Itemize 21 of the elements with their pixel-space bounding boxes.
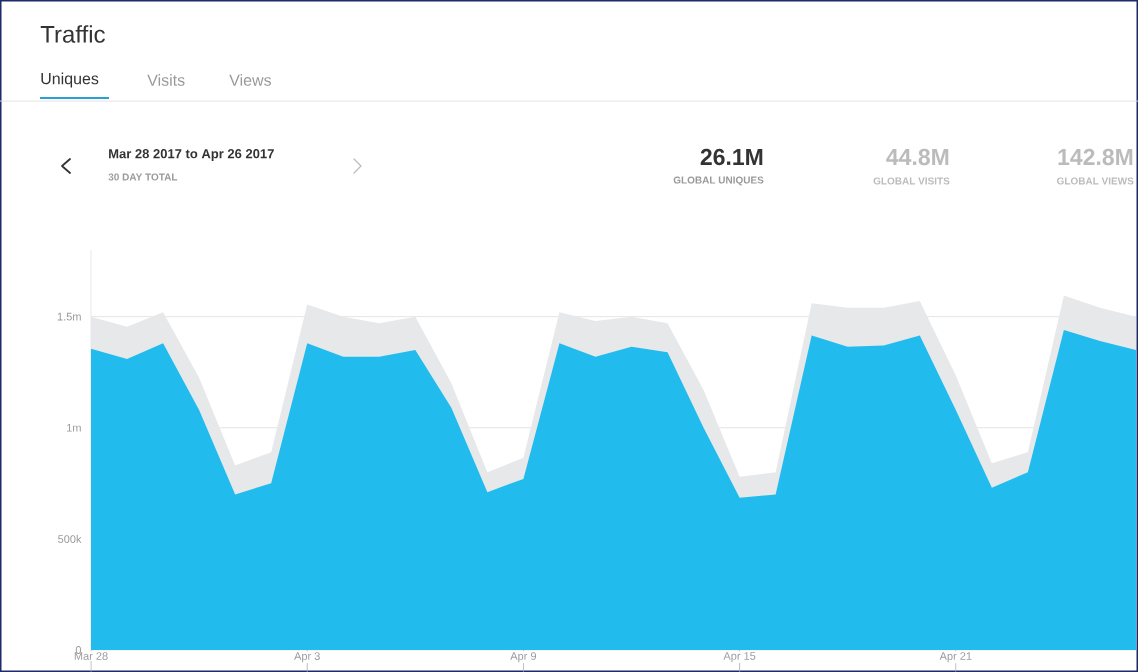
chart-subtitle: Mar 28 2017 to Apr 26 2017 bbox=[109, 149, 274, 161]
text: 30 DAY TOTAL bbox=[108, 173, 178, 181]
text: 142.8M bbox=[1058, 148, 1133, 166]
x-tick-label: Apr 21 bbox=[939, 652, 972, 663]
text: GLOBAL VISITS bbox=[873, 177, 950, 185]
x-tick-label: Apr 3 bbox=[294, 652, 320, 663]
text: GLOBAL VIEWS bbox=[1056, 177, 1134, 185]
x-tick-label: Apr 15 bbox=[723, 652, 756, 663]
text: 26.1M bbox=[700, 148, 763, 166]
y-tick-label: 0 bbox=[75, 646, 82, 654]
text: GLOBAL UNIQUES bbox=[673, 176, 764, 186]
y-tick-label: 1m bbox=[67, 423, 81, 432]
text: 44.8M bbox=[886, 148, 949, 166]
x-tick-label: Mar 28 bbox=[74, 652, 108, 660]
text: Views bbox=[229, 74, 272, 86]
text: Uniques bbox=[41, 72, 99, 88]
y-tick-label: 500k bbox=[58, 534, 82, 543]
y-tick-label: 1.5m bbox=[57, 312, 81, 321]
text: Visits bbox=[147, 74, 185, 86]
x-tick-label: Apr 9 bbox=[510, 652, 537, 663]
chart-title: Traffic bbox=[40, 25, 105, 43]
